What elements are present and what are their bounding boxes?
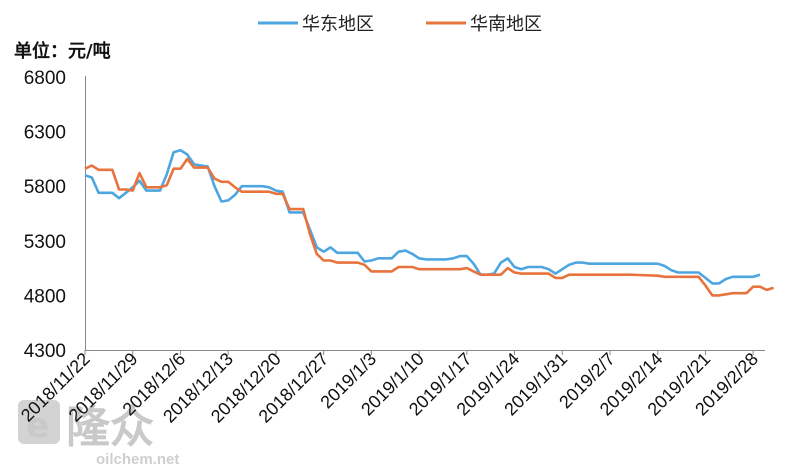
- y-tick-labels: 4300 4800 5300 5800 6300 6800: [24, 68, 66, 362]
- watermark: e 隆众 oilchem.net: [18, 400, 179, 468]
- watermark-logo-mark: e: [26, 406, 49, 446]
- x-tick-labels: 2018/11/222018/11/292018/12/62018/12/132…: [17, 349, 762, 427]
- watermark-url: oilchem.net: [96, 451, 179, 468]
- y-tick-label: 4300: [24, 341, 66, 362]
- watermark-logo-text: 隆众: [66, 402, 154, 453]
- y-tick-label: 6300: [24, 123, 66, 144]
- series-line-south: [84, 157, 774, 297]
- legend: 华东地区 华南地区: [258, 14, 542, 35]
- series-line-east: [84, 148, 761, 285]
- watermark-logo: e 隆众 oilchem.net: [18, 400, 179, 468]
- legend-label-east: 华东地区: [302, 14, 374, 35]
- y-tick-label: 4800: [24, 286, 66, 307]
- y-tick-label: 5300: [24, 232, 66, 253]
- unit-label: 单位：元/吨: [14, 40, 111, 62]
- y-tick-label: 5800: [24, 177, 66, 198]
- series-layer: [84, 148, 774, 297]
- legend-label-south: 华南地区: [470, 14, 542, 35]
- y-tick-label: 6800: [24, 68, 66, 89]
